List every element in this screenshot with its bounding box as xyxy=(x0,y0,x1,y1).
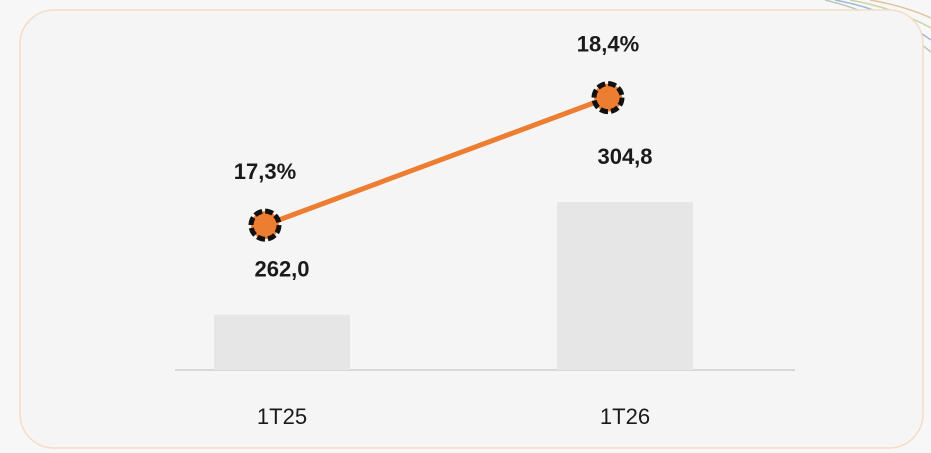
marker-core xyxy=(258,218,272,233)
line-marker xyxy=(591,81,625,115)
bar-value-label: 262,0 xyxy=(254,257,309,282)
bar xyxy=(214,314,350,370)
bar-value-label: 304,8 xyxy=(597,144,652,169)
line xyxy=(264,95,609,228)
bar xyxy=(557,202,693,370)
line-value-label: 18,4% xyxy=(577,31,639,56)
x-tick-label: 1T26 xyxy=(600,404,650,429)
x-tick-label: 1T25 xyxy=(257,404,307,429)
panel xyxy=(19,9,924,449)
line-marker xyxy=(248,208,282,242)
marker-core xyxy=(601,90,615,105)
line-value-label: 17,3% xyxy=(234,159,296,184)
